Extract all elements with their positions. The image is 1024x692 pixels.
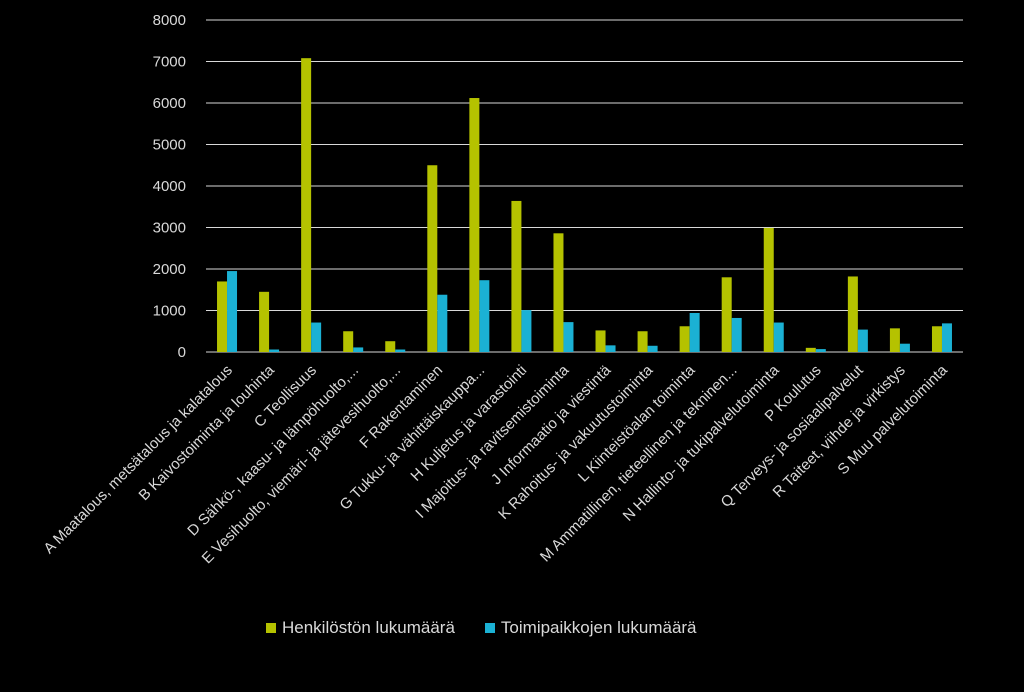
bar-toimipaikat-8	[563, 322, 574, 352]
legend-item-toimipaikkojen-lukumaara: Toimipaikkojen lukumäärä	[484, 618, 697, 638]
bar-henkilosto-11	[679, 326, 690, 352]
x-axis-tick-labels: A Maatalous, metsätalous ja kalatalousB …	[40, 361, 951, 567]
gridlines	[206, 19, 963, 353]
bar-toimipaikat-14	[815, 349, 826, 352]
bar-toimipaikat-17	[941, 323, 952, 352]
y-tick-label: 3000	[153, 220, 186, 237]
bar-henkilosto-7	[511, 200, 522, 352]
y-tick-label: 8000	[153, 12, 186, 29]
bar-henkilosto-10	[637, 331, 648, 352]
bar-toimipaikat-5	[437, 294, 448, 352]
bar-toimipaikat-1	[269, 349, 280, 352]
bar-henkilosto-1	[259, 291, 270, 352]
bar-toimipaikat-4	[395, 349, 406, 352]
bar-henkilosto-17	[931, 326, 942, 352]
bar-toimipaikat-2	[311, 322, 322, 352]
bar-toimipaikat-9	[605, 345, 616, 352]
y-tick-label: 4000	[153, 178, 186, 195]
y-axis-tick-labels: 0 1000 2000 3000 4000 5000 6000 7000 8000	[153, 12, 186, 361]
bar-toimipaikat-6	[479, 280, 490, 352]
legend-label-toimipaikkojen-lukumaara: Toimipaikkojen lukumäärä	[500, 618, 697, 637]
y-tick-label: 2000	[153, 261, 186, 278]
y-tick-label: 0	[178, 344, 186, 361]
legend-swatch-henkiloston-lukumaara	[266, 623, 276, 633]
bar-toimipaikat-16	[899, 343, 910, 352]
bar-henkilosto-6	[469, 98, 480, 353]
y-tick-label: 6000	[153, 95, 186, 112]
x-tick-label: M Ammatillinen, tieteellinen ja tekninen…	[537, 362, 741, 566]
y-tick-label: 1000	[153, 303, 186, 320]
bar-henkilosto-8	[553, 233, 564, 352]
bar-toimipaikat-0	[227, 271, 238, 352]
y-tick-label: 5000	[153, 137, 186, 154]
bar-henkilosto-12	[721, 277, 732, 352]
bar-henkilosto-15	[847, 276, 858, 352]
legend-label-henkiloston-lukumaara: Henkilöstön lukumäärä	[282, 618, 455, 637]
bar-toimipaikat-15	[857, 329, 868, 352]
bar-henkilosto-3	[343, 331, 354, 352]
bar-henkilosto-0	[217, 281, 228, 352]
y-tick-label: 7000	[153, 54, 186, 71]
bar-henkilosto-16	[889, 328, 900, 352]
bar-toimipaikat-10	[647, 345, 658, 352]
x-tick-label: I Majoitus- ja ravitsemistoiminta	[412, 361, 572, 521]
bar-toimipaikat-13	[773, 322, 784, 352]
bar-henkilosto-2	[301, 58, 312, 353]
legend-item-henkiloston-lukumaara: Henkilöstön lukumäärä	[266, 618, 455, 638]
bar-toimipaikat-11	[689, 312, 700, 352]
bar-henkilosto-5	[427, 165, 438, 352]
bar-henkilosto-13	[763, 227, 774, 352]
bar-toimipaikat-12	[731, 317, 742, 352]
bars	[217, 58, 952, 353]
bar-toimipaikat-3	[353, 347, 364, 352]
bar-henkilosto-4	[385, 341, 396, 352]
legend: Henkilöstön lukumäärä Toimipaikkojen luk…	[266, 618, 727, 638]
bar-henkilosto-14	[805, 347, 816, 352]
legend-swatch-toimipaikkojen-lukumaara	[484, 623, 495, 633]
bar-henkilosto-9	[595, 330, 606, 352]
bar-toimipaikat-7	[521, 310, 532, 352]
